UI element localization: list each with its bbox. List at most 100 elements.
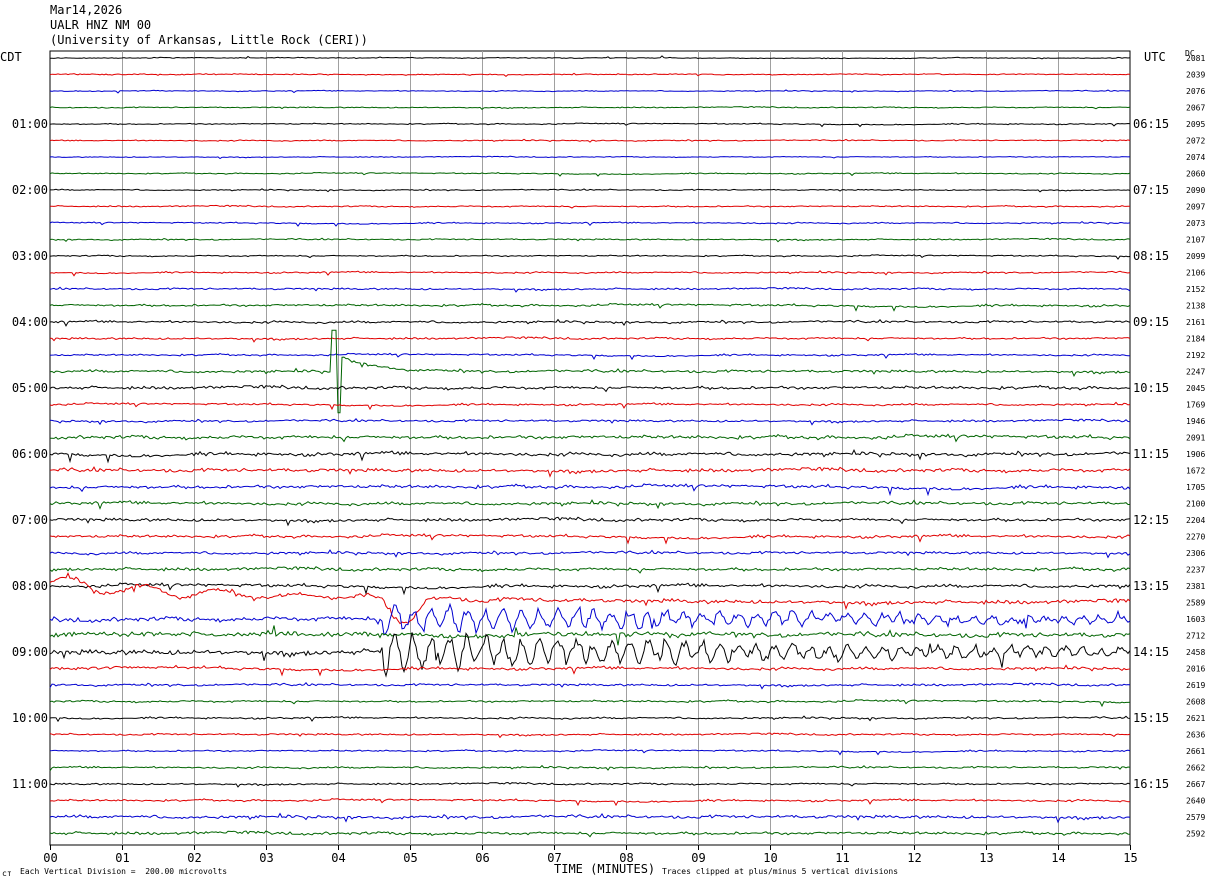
dc-offset-label: 2081 (1186, 54, 1205, 63)
cdt-hour-label: 05:00 (12, 381, 48, 395)
trace-row (49, 329, 1131, 414)
trace-row (49, 254, 1131, 260)
clip-note: Traces clipped at plus/minus 5 vertical … (662, 867, 899, 876)
trace-row (50, 188, 1131, 193)
trace-row (49, 516, 1131, 527)
seismic-traces (49, 55, 1131, 838)
cdt-hour-label: 10:00 (12, 711, 48, 725)
dc-offset-label: 2100 (1186, 500, 1205, 509)
x-tick-label: 14 (1051, 851, 1065, 865)
dc-offset-label: 2306 (1186, 549, 1205, 558)
trace-row (49, 220, 1131, 227)
header-institution: (University of Arkansas, Little Rock (CE… (50, 33, 368, 47)
trace-row (49, 270, 1131, 277)
cdt-hour-label: 03:00 (12, 249, 48, 263)
x-tick-label: 09 (691, 851, 705, 865)
trace-row (49, 418, 1131, 426)
trace-row (49, 89, 1131, 94)
dc-offset-label: 2381 (1186, 582, 1205, 591)
dc-offset-label: 1946 (1186, 417, 1205, 426)
trace-row (49, 105, 1131, 110)
trace-row (49, 122, 1131, 128)
trace-row (49, 55, 1131, 60)
trace-row (49, 138, 1131, 143)
trace-row (49, 664, 1131, 677)
trace-row (49, 352, 1130, 361)
trace-row (49, 72, 1131, 78)
trace-row (49, 237, 1131, 243)
dc-offset-label: 2045 (1186, 384, 1205, 393)
dc-offset-label: 2072 (1186, 137, 1205, 146)
cdt-hour-label: 09:00 (12, 645, 48, 659)
trace-row (49, 401, 1131, 411)
trace-row (49, 632, 1131, 678)
trace-row (49, 764, 1131, 772)
trace-row (49, 812, 1131, 824)
dc-offset-label: 2107 (1186, 236, 1205, 245)
dc-offset-label: 2619 (1186, 681, 1205, 690)
dc-offset-label: 2106 (1186, 269, 1205, 278)
x-tick-label: 11 (835, 851, 849, 865)
dc-offset-label: 2016 (1186, 665, 1205, 674)
trace-row (49, 572, 1131, 625)
trace-row (49, 830, 1131, 838)
trace-row (49, 781, 1131, 788)
x-tick-label: 13 (979, 851, 993, 865)
dc-offset-label: 2097 (1186, 203, 1205, 212)
dc-offset-label: 2608 (1186, 698, 1205, 707)
trace-row (49, 155, 1131, 160)
utc-hour-label: 09:15 (1133, 315, 1169, 329)
x-axis-title: TIME (MINUTES) (554, 862, 656, 876)
utc-hour-label: 11:15 (1133, 447, 1169, 461)
dc-title: DC (1185, 49, 1195, 58)
dc-offset-label: 2076 (1186, 87, 1205, 96)
dc-offset-label: 2712 (1186, 632, 1205, 641)
trace-row (49, 499, 1130, 510)
dc-offset-label: 2090 (1186, 186, 1205, 195)
dc-offset-label: 2636 (1186, 731, 1205, 740)
trace-row (49, 466, 1131, 478)
trace-row (49, 566, 1131, 574)
trace-row (49, 582, 1131, 596)
x-tick-label: 03 (259, 851, 273, 865)
dc-offset-label: 2039 (1186, 71, 1205, 80)
x-tick-label: 10 (763, 851, 777, 865)
vertical-division-note: Each Vertical Division = 200.00 microvol… (20, 867, 228, 876)
utc-hour-label: 13:15 (1133, 579, 1169, 593)
dc-offset-label: 2073 (1186, 219, 1205, 228)
dc-offset-label: 2099 (1186, 252, 1205, 261)
x-tick-label: 07 (547, 851, 561, 865)
utc-hour-label: 08:15 (1133, 249, 1169, 263)
trace-row (49, 449, 1131, 464)
header-date: Mar14,2026 (50, 3, 123, 17)
utc-hour-label: 16:15 (1133, 777, 1169, 791)
trace-row (49, 302, 1131, 312)
dc-offset-label: 2640 (1186, 797, 1205, 806)
dc-offset-label: 2192 (1186, 351, 1205, 360)
dc-offset-label: 1672 (1186, 467, 1205, 476)
dc-offset-label: 2270 (1186, 533, 1205, 542)
dc-offset-label: 1769 (1186, 401, 1205, 410)
dc-offset-label: 2091 (1186, 434, 1205, 443)
dc-offset-label: 2589 (1186, 599, 1205, 608)
trace-row (49, 682, 1131, 690)
dc-offset-label: 1906 (1186, 450, 1205, 459)
trace-row (49, 318, 1131, 327)
trace-row (49, 699, 1131, 708)
trace-row (49, 549, 1131, 559)
trace-row (49, 602, 1131, 636)
plot-grid (49, 50, 1131, 850)
dc-offset-label: 2067 (1186, 104, 1205, 113)
cdt-hour-label: 11:00 (12, 777, 48, 791)
dc-offset-label: 2152 (1186, 285, 1205, 294)
cdt-hour-label: 04:00 (12, 315, 48, 329)
corner-mark: ст (2, 869, 12, 878)
x-tick-label: 02 (187, 851, 201, 865)
trace-row (50, 433, 1131, 443)
utc-hour-label: 15:15 (1133, 711, 1169, 725)
header-station: UALR HNZ NM 00 (50, 18, 152, 32)
x-tick-label: 12 (907, 851, 921, 865)
dc-offset-label: 2095 (1186, 120, 1205, 129)
cdt-hour-label: 01:00 (12, 117, 48, 131)
dc-offset-label: 1705 (1186, 483, 1205, 492)
